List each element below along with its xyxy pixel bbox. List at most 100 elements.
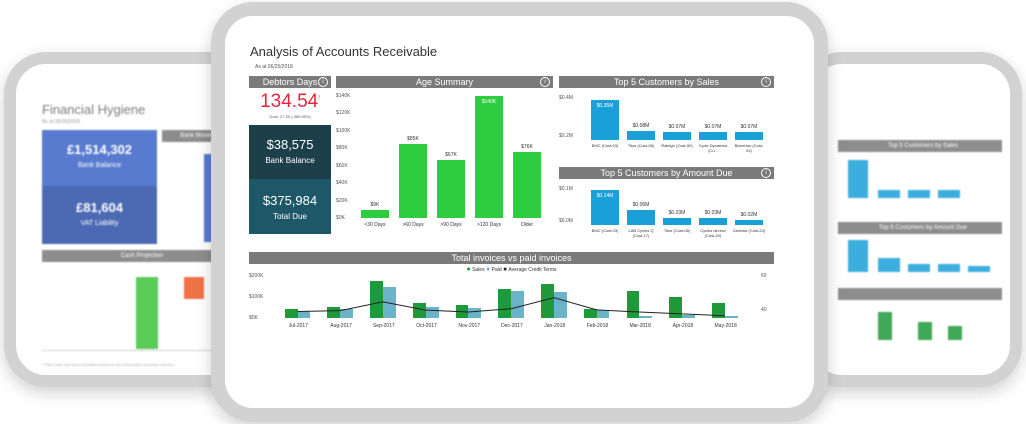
top_due-category-label: LAB Cycles Q (Cust-17) (628, 228, 654, 238)
left-report-screen: Financial Hygiene As at 06/25/2018 £1,51… (24, 72, 234, 367)
sales-bar (711, 303, 725, 318)
top_due-bar (698, 217, 728, 225)
sales-bar (541, 283, 554, 318)
left-report-title: Financial Hygiene (42, 102, 146, 117)
top_due-bar-label: $0.03M (704, 209, 722, 216)
right-bar-2 (878, 190, 900, 198)
age-category-label: >120 Days (476, 222, 501, 228)
info-icon[interactable]: i (540, 77, 550, 87)
top-sales-header-text: Top 5 Customers by Sales (613, 77, 720, 87)
right-bar-8 (938, 264, 960, 272)
y-tick-label: $140K (336, 93, 351, 99)
top_due-category-label: Titus (Cust-06) (663, 228, 691, 233)
paid-bar (468, 307, 482, 318)
y-tick-label: $0.0M (559, 218, 573, 224)
top_sales-category-label: Titus (Cust-06) (627, 143, 655, 148)
right-bar-6 (878, 258, 900, 272)
legend-sales: Sales (472, 267, 485, 273)
y-tick-label: $80K (336, 145, 348, 152)
top-due-header-text: Top 5 Customers by Amount Due (600, 168, 733, 178)
month-label: Oct-2017 (416, 323, 437, 329)
top_due-bar-label: $0.14M (596, 193, 614, 199)
age-bar (512, 151, 542, 218)
left-cash-bar-orange (184, 277, 204, 299)
month-label: May-2018 (714, 323, 737, 329)
age-bar-label: $76K (521, 143, 533, 150)
paid-bar (724, 316, 738, 318)
top_due-bar-label: $0.02M (740, 212, 758, 218)
right-bar-11 (918, 322, 932, 340)
age-bar (436, 159, 466, 218)
sales-bar (284, 308, 298, 318)
y-tick-label: $100K (336, 127, 351, 134)
top_due-bar-label: $0.06M (632, 202, 650, 208)
y-tick-label: $0.4M (559, 95, 573, 101)
left-cash-projection-header: Cash Projection (42, 250, 234, 262)
y-tick-label-right: 40 (761, 306, 767, 313)
y-tick-label-left: $200K (249, 273, 264, 279)
page-title: Analysis of Accounts Receivable (250, 44, 438, 59)
right-bar-10 (878, 312, 892, 340)
y-tick-label-right: 60 (761, 273, 767, 279)
legend-paid: Paid (491, 267, 502, 273)
top_sales-bar (662, 131, 692, 140)
age-category-label: >60 Days (402, 222, 424, 228)
info-icon[interactable]: i (318, 77, 328, 87)
y-tick-label-left: $0K (249, 315, 258, 321)
right-header-3 (838, 288, 1002, 300)
sales-bar (370, 281, 383, 318)
sales-bar (412, 303, 426, 318)
y-tick-label: $40K (336, 180, 348, 187)
top_sales-bar-label: $0.07M (668, 123, 686, 130)
paid-bar (596, 310, 610, 318)
month-label: Apr-2018 (672, 323, 694, 329)
right-header-1-text: Top 5 Customers by Sales (887, 143, 959, 149)
age-bar (360, 210, 390, 218)
right-bar-1 (848, 160, 868, 198)
legend-terms: Average Credit Terms (508, 267, 557, 273)
invoices-header-text: Total invoices vs paid invoices (451, 253, 572, 263)
y-tick-label: $0K (336, 215, 345, 221)
left-cash-axis (42, 350, 234, 351)
age-bar (474, 96, 504, 218)
age-summary-chart: $140K $120K $100K $80K $60K $40K $20K $0K $9K <30… (336, 90, 553, 240)
paid-bar (639, 315, 653, 318)
legend-paid-dot: ● (485, 266, 491, 273)
left-bank-movement-text: Bank Movement (180, 133, 224, 139)
debtors-days-header: Debtors Days i (249, 76, 331, 88)
right-bar-9 (968, 266, 990, 272)
month-label: Dec-2017 (501, 323, 523, 329)
info-icon[interactable]: i (761, 168, 771, 178)
right-report-screen: Top 5 Customers by Sales Top 5 Customers… (820, 72, 1002, 367)
invoices-chart: $200K $100K $0K 60 40 Jul-2017 Aug-2017 Sep-201… (249, 273, 774, 344)
left-cash-bar-green (136, 277, 158, 349)
legend-sales-dot: ● (466, 266, 471, 273)
left-bank-value: £1,514,302 (66, 142, 133, 157)
top_sales-bar-label: $0.07M (704, 123, 722, 130)
left-bank-card: £1,514,302 Bank Balance (42, 130, 157, 186)
month-label: Jan-2018 (544, 323, 566, 329)
top-due-chart: $0.1M $0.0M $0.14M BMC (Cust-03) $0.06M LAB C… (559, 181, 774, 243)
main-report-device: Analysis of Accounts Receivable As at 06… (211, 2, 828, 422)
age-bar-label: $140K (481, 99, 497, 105)
right-bar-7 (908, 264, 930, 272)
info-icon[interactable]: i (761, 77, 771, 87)
top_sales-bar (698, 131, 728, 140)
debtors-days-goal: Goal: 27.39 (-389.55%) (269, 114, 311, 119)
top_due-bar (590, 190, 620, 225)
top_due-category-label: BMC (Cust-03) (591, 228, 619, 233)
bank-balance-label: Bank Balance (265, 156, 315, 165)
top_sales-category-label: Cycle Dynamics (Cu... (698, 143, 728, 153)
y-tick-label-left: $100K (249, 294, 264, 300)
top_sales-category-label: Bickerton (Cust-02) (734, 143, 764, 153)
total-due-card: $375,984 Total Due (249, 179, 331, 234)
age-summary-header: Age Summary i (336, 76, 553, 88)
debtors-days-value-wrap: 134.54! (249, 91, 331, 113)
age-bar-label: $85K (407, 135, 419, 142)
sales-bar (327, 307, 341, 318)
age-category-label: Older (520, 222, 534, 228)
total-due-label: Total Due (273, 212, 307, 221)
y-tick-label: $20K (336, 197, 348, 204)
age-category-label: <30 Days (364, 222, 386, 228)
y-tick-label: $0.1M (559, 186, 573, 192)
